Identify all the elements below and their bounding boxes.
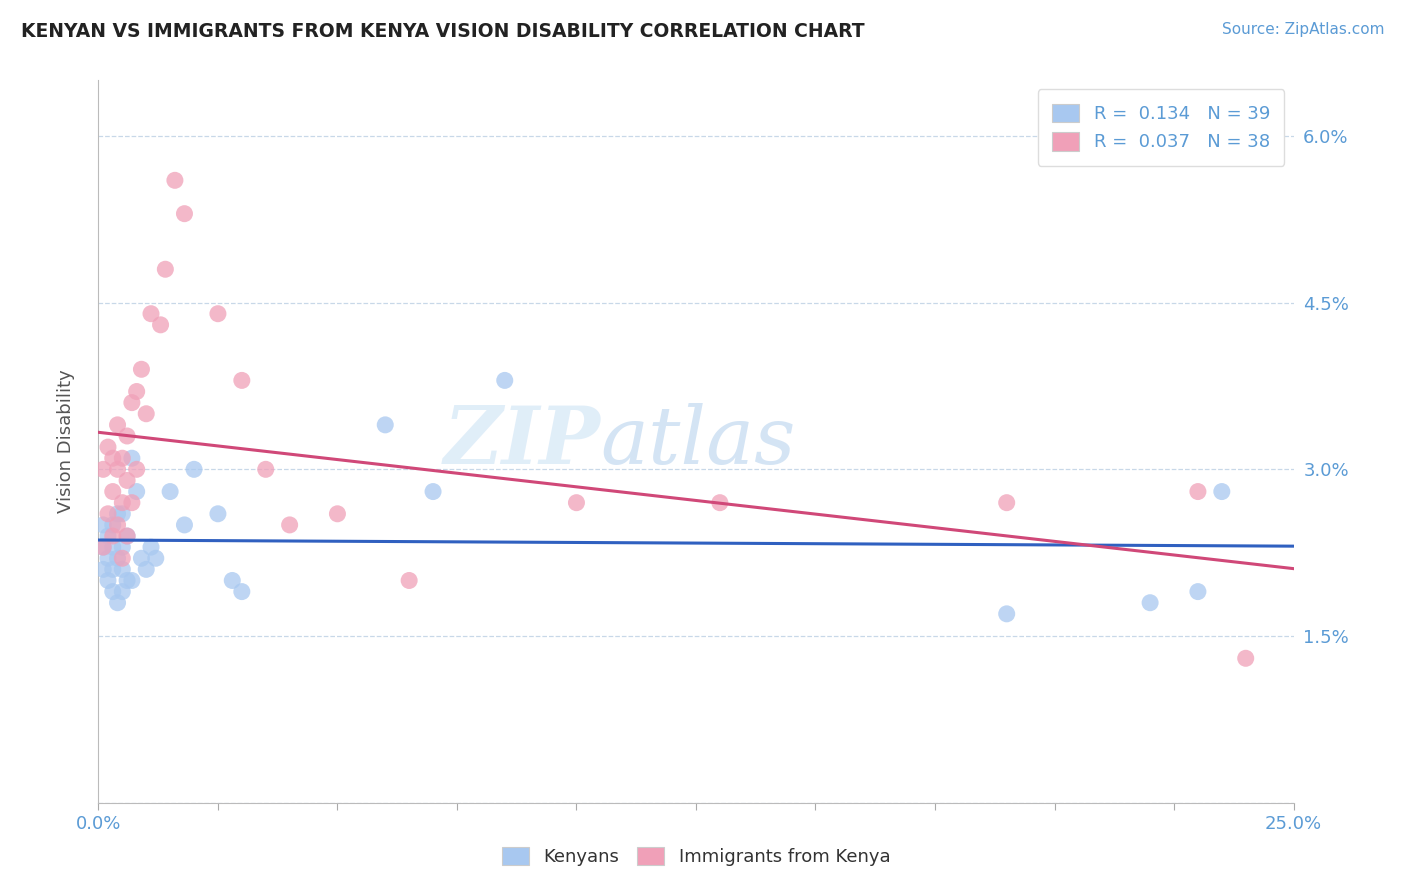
Point (101, 529, 124, 543)
Point (155, 262, 177, 277)
Point (115, 529, 138, 543)
Point (111, 496, 134, 510)
Point (221, 574, 243, 588)
Point (231, 373, 253, 387)
Point (97, 551, 120, 566)
Point (111, 551, 134, 566)
Point (111, 451, 134, 466)
Point (139, 307, 162, 321)
Point (115, 474, 138, 488)
Point (145, 551, 167, 566)
Point (97, 529, 120, 543)
Point (163, 173, 186, 187)
Point (125, 384, 148, 399)
Point (135, 562, 157, 576)
Point (121, 496, 143, 510)
Y-axis label: Vision Disability: Vision Disability (56, 369, 75, 514)
Point (207, 307, 229, 321)
Point (135, 407, 157, 421)
Point (101, 451, 124, 466)
Point (97, 574, 120, 588)
Point (101, 484, 124, 499)
Point (422, 484, 444, 499)
Point (101, 517, 124, 532)
Point (131, 551, 153, 566)
Point (398, 574, 420, 588)
Point (107, 517, 129, 532)
Point (149, 318, 172, 332)
Text: atlas: atlas (600, 403, 796, 480)
Point (1234, 651, 1257, 665)
Point (121, 451, 143, 466)
Point (254, 462, 277, 476)
Point (107, 551, 129, 566)
Point (1187, 484, 1209, 499)
Point (115, 529, 138, 543)
Point (111, 507, 134, 521)
Point (121, 574, 143, 588)
Point (278, 517, 301, 532)
Point (107, 417, 129, 432)
Point (709, 496, 731, 510)
Point (107, 596, 129, 610)
Point (107, 462, 129, 476)
Point (115, 429, 138, 443)
Point (173, 207, 195, 221)
Text: Source: ZipAtlas.com: Source: ZipAtlas.com (1222, 22, 1385, 37)
Point (183, 462, 205, 476)
Point (91, 540, 114, 554)
Point (115, 574, 138, 588)
Point (97, 440, 120, 454)
Text: ZIP: ZIP (443, 403, 600, 480)
Point (101, 562, 124, 576)
Point (173, 517, 195, 532)
Point (326, 507, 349, 521)
Point (1211, 484, 1233, 499)
Point (97, 507, 120, 521)
Point (125, 484, 148, 499)
Point (107, 507, 129, 521)
Point (374, 417, 396, 432)
Text: KENYAN VS IMMIGRANTS FROM KENYA VISION DISABILITY CORRELATION CHART: KENYAN VS IMMIGRANTS FROM KENYA VISION D… (21, 22, 865, 41)
Point (1187, 584, 1209, 599)
Point (231, 584, 253, 599)
Point (207, 507, 229, 521)
Point (565, 496, 588, 510)
Point (91, 562, 114, 576)
Point (995, 496, 1018, 510)
Point (91, 462, 114, 476)
Point (159, 484, 181, 499)
Point (494, 373, 516, 387)
Point (101, 540, 124, 554)
Point (995, 607, 1018, 621)
Point (1139, 596, 1161, 610)
Point (91, 540, 114, 554)
Point (139, 540, 162, 554)
Legend: Kenyans, Immigrants from Kenya: Kenyans, Immigrants from Kenya (495, 839, 897, 873)
Point (121, 395, 143, 409)
Point (111, 584, 134, 599)
Point (101, 584, 124, 599)
Point (111, 540, 134, 554)
Point (125, 462, 148, 476)
Point (131, 362, 153, 376)
Point (91, 517, 114, 532)
Point (111, 562, 134, 576)
